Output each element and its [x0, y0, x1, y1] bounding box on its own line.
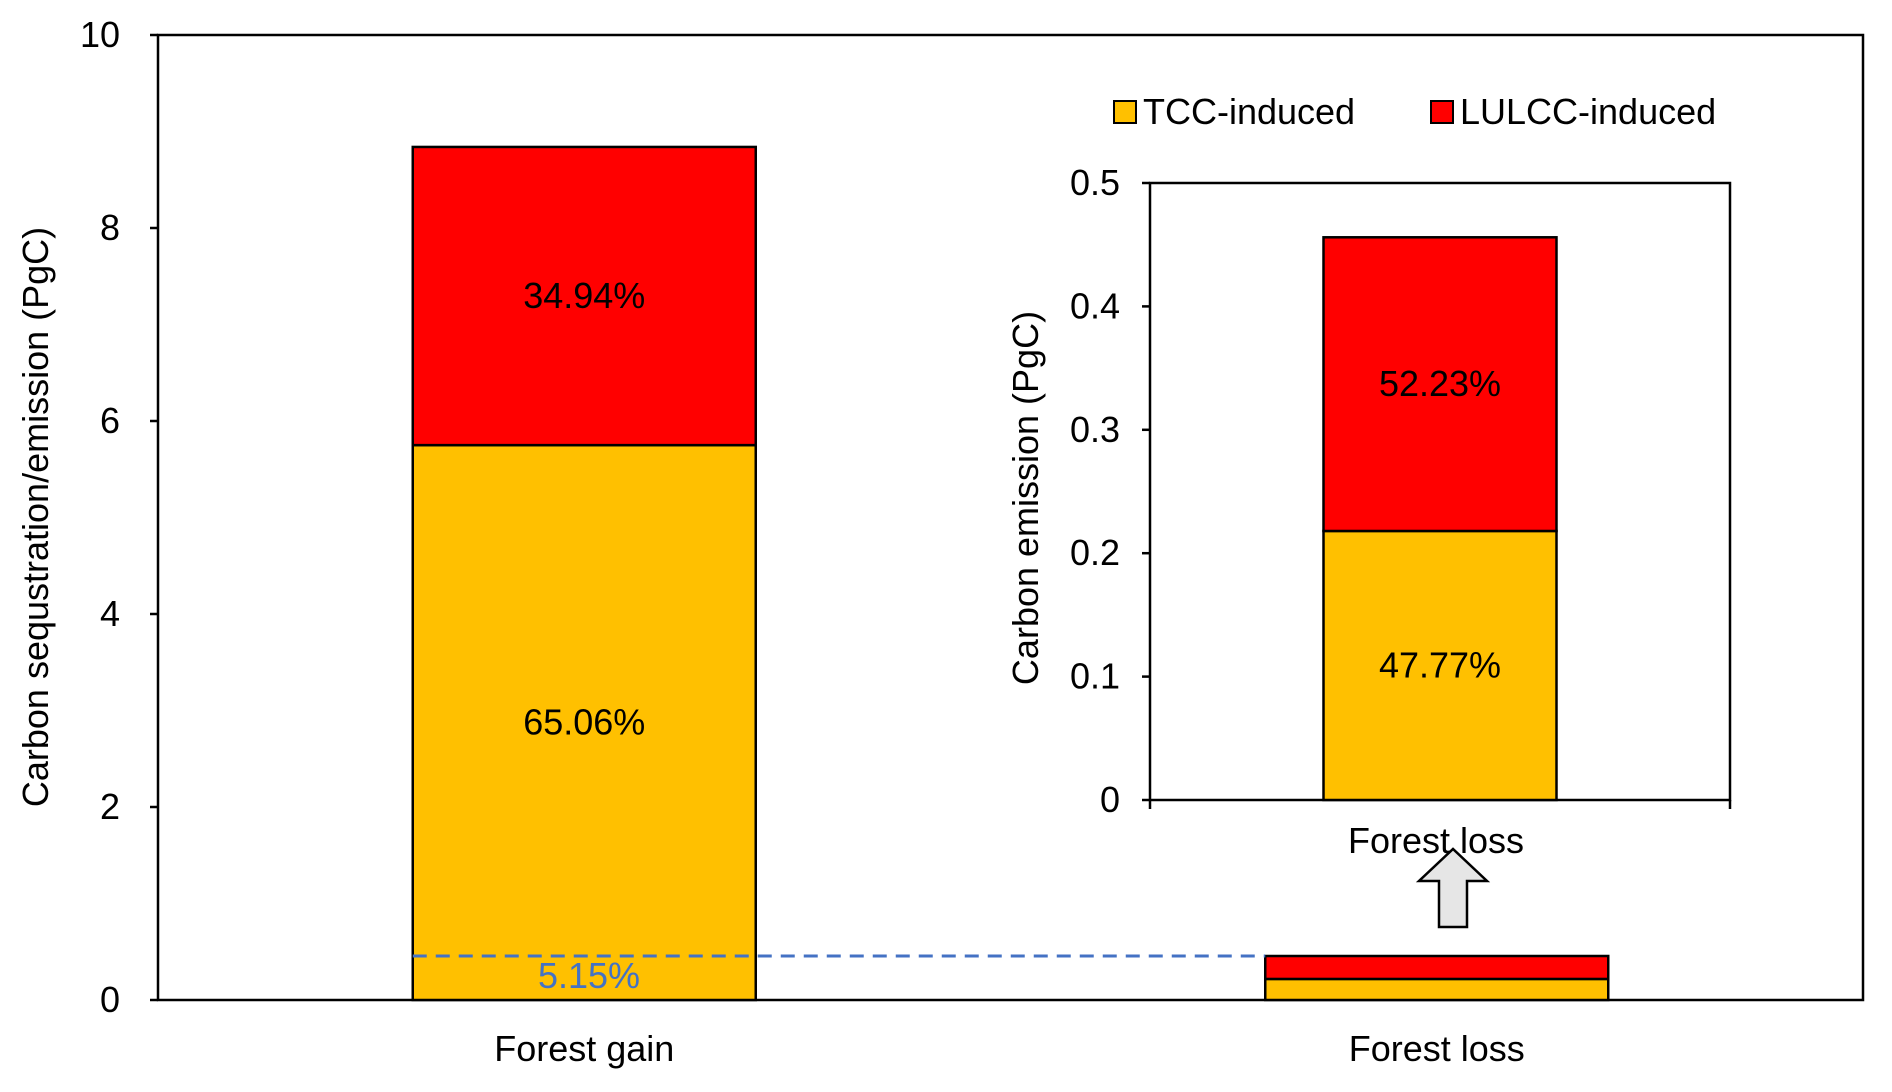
main-y-tick-label: 10 — [80, 14, 120, 55]
legend-swatch-tcc — [1113, 100, 1137, 124]
inset-y-axis-label: Carbon emission (PgC) — [1005, 311, 1046, 685]
bar-segment-tcc — [411, 443, 757, 1002]
main-y-tick-label: 2 — [100, 786, 120, 827]
inset-y-tick-label: 0.1 — [1070, 656, 1120, 697]
legend: TCC-induced LULCC-induced — [1113, 91, 1716, 132]
inset-y-tick-label: 0.4 — [1070, 285, 1120, 326]
inset-bar-data-label: 52.23% — [1379, 363, 1501, 404]
inset-y-tick-label: 0.5 — [1070, 162, 1120, 203]
main-y-axis-label: Carbon sequstration/emission (PgC) — [15, 227, 56, 807]
legend-label-lulcc: LULCC-induced — [1460, 91, 1716, 132]
bar-data-label: 65.06% — [523, 702, 645, 743]
bar-segment-tcc — [1264, 977, 1610, 1002]
inset-bar-segment-lulcc — [1322, 236, 1558, 533]
bar-segment-lulcc — [411, 145, 757, 447]
inset-bar-data-label: 47.77% — [1379, 644, 1501, 685]
inset-x-tick-label: Forest loss — [1348, 820, 1524, 861]
legend-label-tcc: TCC-induced — [1143, 91, 1355, 132]
main-y-tick-label: 8 — [100, 207, 120, 248]
bar-data-label: 34.94% — [523, 275, 645, 316]
inset-y-tick-label: 0.3 — [1070, 409, 1120, 450]
main-x-tick-label: Forest gain — [494, 1028, 674, 1069]
up-arrow-icon — [1415, 847, 1491, 929]
main-y-tick-label: 6 — [100, 400, 120, 441]
bar-segment-lulcc — [1264, 954, 1610, 981]
inset-y-tick-label: 0 — [1100, 779, 1120, 820]
main-x-tick-label: Forest loss — [1349, 1028, 1525, 1069]
reference-annotation-label: 5.15% — [538, 955, 640, 996]
inset-y-tick-label: 0.2 — [1070, 532, 1120, 573]
legend-swatch-lulcc — [1430, 100, 1454, 124]
main-y-tick-label: 0 — [100, 979, 120, 1020]
main-y-tick-label: 4 — [100, 593, 120, 634]
